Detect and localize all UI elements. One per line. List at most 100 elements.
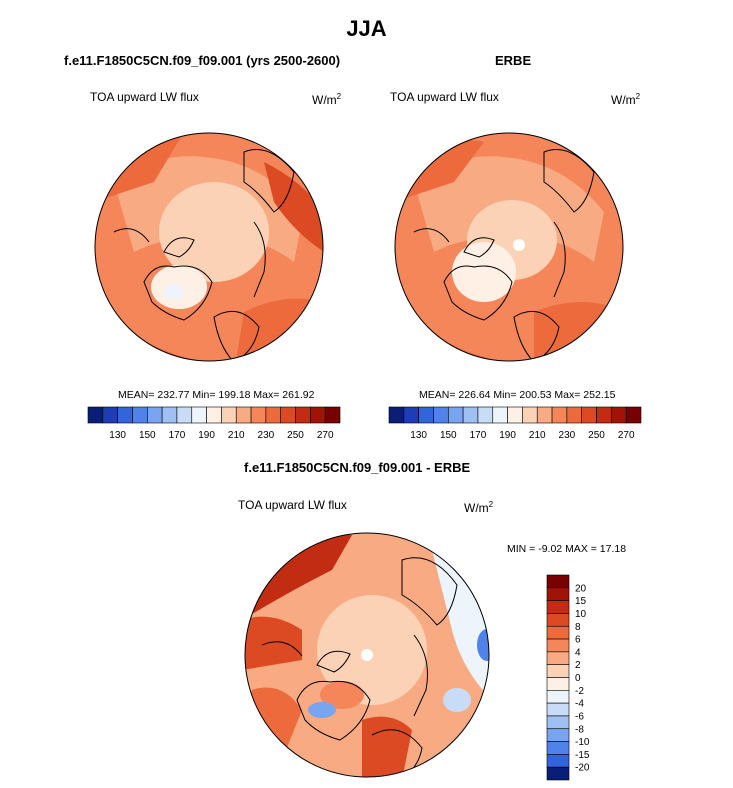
colorbar-box <box>546 625 570 640</box>
colorbar-tick-label: 210 <box>228 430 245 441</box>
colorbar-box <box>310 406 326 424</box>
colorbar-tick-label: 130 <box>109 430 126 441</box>
diff-field-alaska-high <box>245 616 302 670</box>
diff-map-border <box>244 532 490 778</box>
model-field-arctic-region <box>159 182 269 282</box>
diff-panel-title: f.e11.F1850C5CN.f09_f09.001 - ERBE <box>244 460 471 475</box>
colorbar-box <box>117 406 133 424</box>
colorbar-box <box>146 406 163 424</box>
model-field-greenland-min <box>164 284 184 300</box>
colorbar-box <box>102 406 118 424</box>
colorbar-box <box>235 406 252 424</box>
colorbar-box <box>546 638 570 653</box>
diff-field-atlantic-high <box>362 716 412 777</box>
obs-pole-hole <box>513 239 525 251</box>
colorbar-box <box>546 702 570 717</box>
obs-field-greenland <box>452 242 516 302</box>
colorbar-box <box>161 406 178 424</box>
colorbar-box <box>611 406 627 424</box>
colorbar-box <box>447 406 464 424</box>
colorbar-tick-label: 230 <box>559 430 576 441</box>
colorbar-tick-label: 150 <box>139 430 156 441</box>
colorbar-box <box>546 600 570 614</box>
diff-field-siberia-min <box>477 629 489 661</box>
colorbar-tick-label: 6 <box>575 635 581 646</box>
figure-title: JJA <box>346 16 387 41</box>
colorbar-tick-label: -20 <box>575 763 590 774</box>
colorbar-box <box>546 587 570 601</box>
colorbar-box <box>295 406 311 424</box>
colorbar-box <box>176 406 193 424</box>
colorbar-tick-label: 8 <box>575 622 581 633</box>
model-panel-title: f.e11.F1850C5CN.f09_f09.001 (yrs 2500-26… <box>64 53 341 68</box>
model-units-label: W/m2 <box>312 92 342 107</box>
model-field-siberia-high <box>264 162 323 252</box>
colorbar-box <box>265 406 282 424</box>
diff-field-siberia-low <box>432 550 489 700</box>
colorbar-tick-label: 270 <box>317 430 334 441</box>
colorbar-tick-label: -10 <box>575 737 590 748</box>
model-coastlines <box>113 149 295 361</box>
colorbar-box <box>388 406 405 424</box>
colorbar-tick-label: 2 <box>575 660 581 671</box>
colorbar-box <box>433 406 449 424</box>
colorbar-box <box>625 406 642 424</box>
obs-variable-label: TOA upward LW flux <box>390 90 499 104</box>
colorbar-box <box>536 406 553 424</box>
colorbar-tick-label: -8 <box>575 724 584 735</box>
model-colorbar: 130 150 170 190 210 230 250 270 <box>87 406 341 441</box>
diff-field-arctic-region <box>317 595 427 705</box>
model-map-border <box>94 132 324 362</box>
colorbar-box <box>132 406 148 424</box>
obs-polar-map <box>394 132 624 362</box>
colorbar-box <box>221 406 237 424</box>
obs-map-border <box>394 132 624 362</box>
colorbar-box <box>546 574 570 589</box>
colorbar-box <box>596 406 612 424</box>
obs-coastlines <box>413 149 595 361</box>
colorbar-box <box>566 406 583 424</box>
colorbar-box <box>492 406 508 424</box>
colorbar-tick-label: 250 <box>588 430 605 441</box>
diff-polar-map <box>244 532 490 778</box>
colorbar-box <box>546 741 570 755</box>
colorbar-box <box>546 766 570 781</box>
colorbar-tick-label: 210 <box>529 430 546 441</box>
model-stats: MEAN= 232.77 Min= 199.18 Max= 261.92 <box>118 389 315 401</box>
colorbar-tick-label: 170 <box>169 430 186 441</box>
colorbar-tick-label: 270 <box>618 430 635 441</box>
colorbar-box <box>581 406 597 424</box>
colorbar-box <box>546 651 570 665</box>
diff-variable-label: TOA upward LW flux <box>238 498 347 512</box>
colorbar-tick-label: -6 <box>575 711 584 722</box>
colorbar-tick-label: 20 <box>575 583 587 594</box>
colorbar-box <box>546 754 570 768</box>
model-polar-map <box>94 132 324 362</box>
colorbar-box <box>324 406 341 424</box>
obs-panel-title: ERBE <box>495 53 532 68</box>
diff-units-label: W/m2 <box>464 500 494 515</box>
colorbar-box <box>250 406 267 424</box>
colorbar-box <box>546 613 570 627</box>
colorbar-box <box>403 406 419 424</box>
colorbar-tick-label: 150 <box>440 430 457 441</box>
colorbar-box <box>191 406 207 424</box>
colorbar-tick-label: 190 <box>499 430 516 441</box>
colorbar-tick-label: -15 <box>575 750 590 761</box>
obs-units-label: W/m2 <box>611 92 641 107</box>
colorbar-box <box>206 406 222 424</box>
colorbar-box <box>87 406 104 424</box>
obs-stats: MEAN= 226.64 Min= 200.53 Max= 252.15 <box>419 389 616 401</box>
diff-field-greenland-high <box>320 681 364 709</box>
colorbar-box <box>546 677 570 691</box>
colorbar-tick-label: 230 <box>258 430 275 441</box>
colorbar-box <box>546 690 570 704</box>
colorbar-box <box>477 406 494 424</box>
diff-pole-hole <box>361 649 373 661</box>
colorbar-box <box>507 406 523 424</box>
colorbar-tick-label: 250 <box>287 430 304 441</box>
colorbar-box <box>418 406 434 424</box>
colorbar-tick-label: 10 <box>575 609 587 620</box>
colorbar-tick-label: 130 <box>410 430 427 441</box>
